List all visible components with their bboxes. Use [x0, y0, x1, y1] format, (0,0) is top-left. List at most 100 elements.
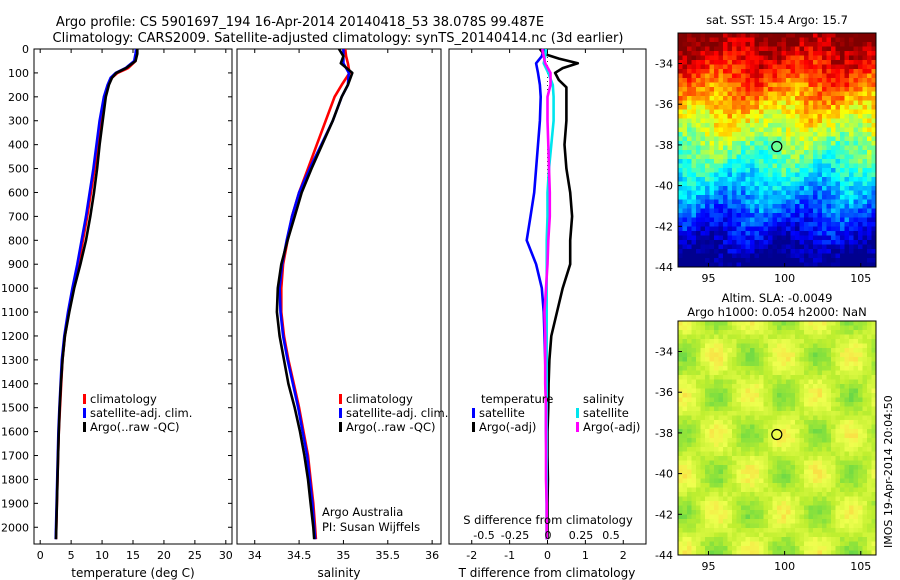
map-cell: [696, 258, 701, 263]
map-cell: [709, 438, 715, 443]
map-cell: [826, 226, 832, 232]
map-cell: [736, 550, 742, 556]
map-cell: [786, 181, 791, 187]
map-cell: [844, 519, 850, 524]
map-cell: [741, 496, 746, 502]
map-cell: [709, 384, 715, 389]
map-cell: [696, 231, 701, 236]
map-cell: [790, 231, 796, 236]
map-cell: [871, 501, 877, 506]
map-cell: [687, 181, 692, 187]
map-cell: [808, 258, 814, 263]
map-cell: [736, 208, 742, 214]
map-cell: [808, 136, 814, 142]
map-cell: [700, 82, 706, 88]
map-cell: [817, 361, 823, 367]
map-cell: [714, 195, 719, 200]
map-cell: [678, 397, 683, 403]
map-cell: [709, 172, 715, 178]
map-cell: [840, 523, 845, 529]
map-cell: [732, 46, 737, 52]
map-cell: [817, 483, 823, 488]
map-cell: [732, 78, 737, 83]
map-cell: [682, 397, 688, 403]
map-cell: [723, 231, 728, 236]
map-cell: [808, 244, 814, 250]
map-cell: [678, 127, 683, 133]
map-cell: [736, 100, 742, 106]
map-cell: [844, 541, 850, 547]
map-cell: [795, 334, 800, 340]
y-tick-label: 1200: [1, 330, 29, 343]
map-cell: [790, 420, 796, 425]
map-cell: [777, 532, 782, 538]
map-cell: [871, 186, 877, 191]
map-cell: [705, 505, 710, 511]
map-cell: [826, 532, 832, 538]
map-cell: [813, 532, 818, 538]
map-cell: [696, 483, 701, 488]
map-cell: [745, 474, 751, 479]
map-cell: [777, 496, 782, 502]
map-cell: [871, 388, 877, 394]
map-cell: [763, 334, 769, 340]
map-cell: [795, 190, 800, 196]
map-cell: [808, 240, 814, 245]
map-cell: [682, 46, 688, 52]
map-cell: [786, 325, 791, 331]
map-cell: [763, 523, 769, 529]
map-cell: [867, 78, 872, 83]
map-cell: [862, 105, 868, 110]
map-cell: [871, 109, 877, 115]
map-cell: [741, 451, 746, 457]
map-cell: [822, 195, 827, 200]
map-cell: [817, 123, 823, 128]
map-cell: [709, 321, 715, 326]
map-cell: [696, 33, 701, 38]
map-cell: [799, 424, 805, 430]
map-cell: [727, 532, 733, 538]
map-cell: [745, 537, 751, 542]
map-cell: [763, 375, 769, 380]
y-tick-label: 1400: [1, 378, 29, 391]
map-cell: [714, 235, 719, 241]
map-cell: [732, 474, 737, 479]
map-cell: [732, 514, 737, 520]
map-cell: [862, 181, 868, 187]
map-cell: [687, 357, 692, 362]
y-tick-label: 900: [8, 258, 29, 271]
map-cell: [696, 411, 701, 416]
map-cell: [709, 69, 715, 74]
map-cell: [754, 136, 760, 142]
map-cell: [862, 532, 868, 538]
map-cell: [840, 226, 845, 232]
map-cell: [822, 330, 827, 335]
map-cell: [745, 64, 751, 70]
map-cell: [745, 420, 751, 425]
map-cell: [799, 343, 805, 349]
map-cell: [808, 478, 814, 484]
map-cell: [871, 60, 877, 65]
map-cell: [831, 168, 836, 173]
map-cell: [732, 442, 737, 448]
map-cell: [871, 546, 877, 551]
map-cell: [817, 352, 823, 358]
map-cell: [750, 262, 755, 268]
map-cell: [826, 541, 832, 547]
map-cell: [786, 190, 791, 196]
map-cell: [777, 87, 782, 92]
map-cell: [826, 222, 832, 227]
map-cell: [741, 541, 746, 547]
map-cell: [727, 204, 733, 209]
map-cell: [700, 325, 706, 331]
map-cell: [732, 159, 737, 164]
map-cell: [867, 546, 872, 551]
map-cell: [831, 42, 836, 47]
map-cell: [727, 163, 733, 169]
map-cell: [822, 240, 827, 245]
map-cell: [687, 127, 692, 133]
map-cell: [687, 388, 692, 394]
map-cell: [790, 163, 796, 169]
map-cell: [853, 550, 859, 556]
